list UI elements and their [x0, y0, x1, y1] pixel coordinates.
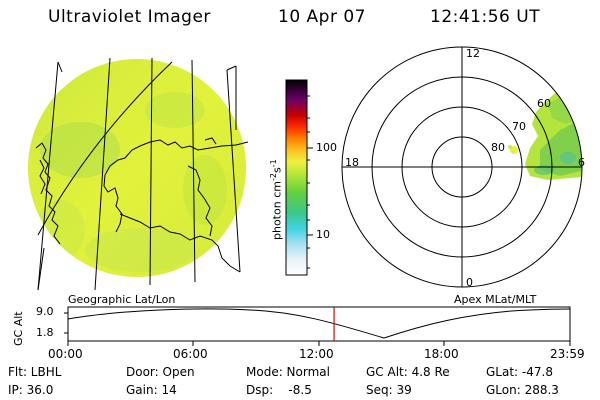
date-label: 10 Apr 07	[278, 7, 366, 27]
polar-grid	[341, 46, 583, 288]
mlt-label-18: 18	[345, 156, 359, 169]
instrument-title: Ultraviolet Imager	[48, 7, 211, 27]
apex-panel-label: Apex MLat/MLT	[454, 293, 537, 306]
colorbar-tick-10: 10	[316, 228, 330, 241]
time-tick-0000: 00:00	[48, 347, 83, 361]
mlat-label-70: 70	[512, 120, 526, 133]
altitude-ytick-9: 9.0	[36, 305, 54, 318]
meridian-lines	[37, 57, 241, 291]
color-bar-ticks	[307, 95, 313, 269]
mlt-label-0: 0	[466, 276, 473, 289]
time-tick-1200: 12:00	[299, 347, 334, 361]
info-gain: Gain: 14	[126, 383, 177, 397]
mlt-label-12: 12	[466, 47, 480, 60]
altitude-ytick-1-8: 1.8	[36, 326, 54, 339]
coastline	[35, 137, 249, 273]
mlt-label-6: 6	[578, 156, 585, 169]
time-tick-0600: 06:00	[173, 347, 208, 361]
color-bar	[285, 79, 308, 276]
colorbar-tick-100: 100	[316, 141, 337, 154]
info-glat: GLat: -47.8	[486, 365, 553, 379]
info-ip: IP: 36.0	[8, 383, 54, 397]
globe-panel	[28, 57, 249, 291]
time-tick-1800: 18:00	[424, 347, 459, 361]
info-flt: Flt: LBHL	[8, 365, 62, 379]
altitude-frame	[67, 306, 571, 342]
info-gc-alt: GC Alt: 4.8 Re	[366, 365, 450, 379]
mlat-label-80: 80	[491, 141, 505, 154]
info-seq: Seq: 39	[366, 383, 412, 397]
time-label: 12:41:56 UT	[430, 7, 541, 27]
time-tick-2359: 23:59	[550, 347, 585, 361]
info-dsp: Dsp: -8.5	[246, 383, 312, 397]
info-mode: Mode: Normal	[246, 365, 330, 379]
polar-panel	[341, 46, 583, 288]
mlat-label-60: 60	[537, 97, 551, 110]
geographic-panel-label: Geographic Lat/Lon	[68, 293, 176, 306]
info-glon: GLon: 288.3	[486, 383, 559, 397]
altitude-curve	[67, 308, 571, 339]
altitude-ylabel: GC Alt	[12, 311, 25, 346]
color-scale	[285, 79, 313, 276]
altitude-plot	[64, 306, 571, 346]
altitude-ticks	[64, 312, 571, 346]
limb-grid	[37, 61, 237, 291]
colorbar-unit-label: photon cm-2s-1	[269, 159, 284, 240]
info-door: Door: Open	[126, 365, 195, 379]
